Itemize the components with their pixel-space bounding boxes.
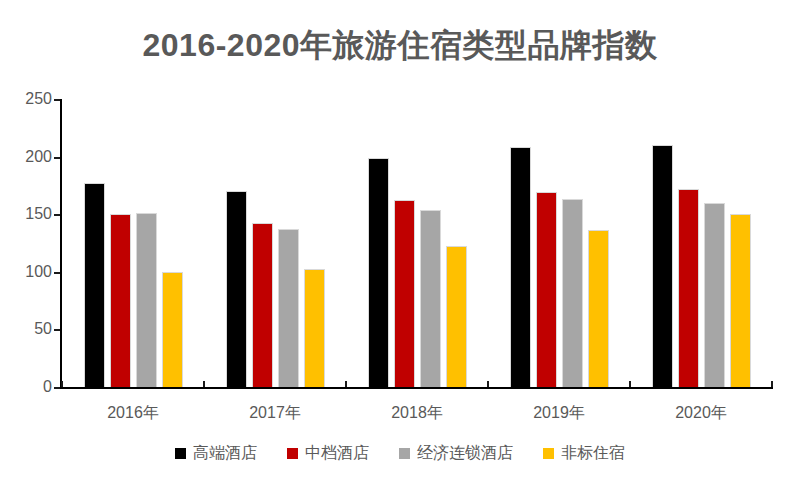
y-axis-tick-label: 100: [0, 263, 52, 281]
y-axis-tick-label: 50: [0, 320, 52, 338]
x-axis-tick: [629, 381, 631, 387]
bar-高端酒店-2016年: [84, 183, 105, 387]
chart-canvas: 2016-2020年旅游住宿类型品牌指数 高端酒店中档酒店经济连锁酒店非标住宿 …: [0, 0, 800, 483]
y-axis-line: [60, 99, 62, 389]
y-axis-tick-label: 0: [0, 378, 52, 396]
legend: 高端酒店 中档酒店 经济连锁酒店 非标住宿: [0, 443, 800, 464]
bar-高端酒店-2019年: [510, 147, 531, 387]
x-axis-tick: [487, 381, 489, 387]
legend-item: 非标住宿: [543, 443, 625, 464]
x-axis-label: 2019年: [488, 403, 630, 424]
bar-中档酒店-2017年: [252, 223, 273, 387]
y-axis-tick-label: 200: [0, 148, 52, 166]
bar-中档酒店-2018年: [394, 200, 415, 387]
bar-经济连锁酒店-2016年: [136, 213, 157, 387]
legend-label: 经济连锁酒店: [417, 443, 513, 464]
y-axis-tick: [54, 387, 60, 389]
bar-非标住宿-2020年: [730, 214, 751, 387]
bar-中档酒店-2016年: [110, 214, 131, 387]
bar-非标住宿-2018年: [446, 246, 467, 387]
bar-经济连锁酒店-2020年: [704, 203, 725, 387]
x-axis-label: 2018年: [346, 403, 488, 424]
legend-item: 经济连锁酒店: [399, 443, 513, 464]
bar-经济连锁酒店-2017年: [278, 229, 299, 387]
bar-中档酒店-2020年: [678, 189, 699, 387]
legend-swatch-icon: [287, 448, 298, 459]
x-axis-label: 2020年: [630, 403, 772, 424]
x-axis-line: [60, 387, 773, 389]
y-axis-tick-label: 250: [0, 90, 52, 108]
bar-非标住宿-2017年: [304, 269, 325, 387]
x-axis-label: 2017年: [204, 403, 346, 424]
bar-高端酒店-2020年: [652, 145, 673, 387]
legend-swatch-icon: [399, 448, 410, 459]
bar-高端酒店-2017年: [226, 191, 247, 387]
y-axis-tick: [54, 329, 60, 331]
legend-swatch-icon: [175, 448, 186, 459]
x-axis-tick: [771, 381, 773, 387]
x-axis-tick: [345, 381, 347, 387]
chart-title: 2016-2020年旅游住宿类型品牌指数: [0, 24, 800, 68]
legend-swatch-icon: [543, 448, 554, 459]
legend-item: 中档酒店: [287, 443, 369, 464]
y-axis-tick: [54, 214, 60, 216]
bar-非标住宿-2016年: [162, 272, 183, 387]
x-axis-tick: [61, 381, 63, 387]
legend-item: 高端酒店: [175, 443, 257, 464]
bar-经济连锁酒店-2019年: [562, 199, 583, 387]
legend-label: 中档酒店: [305, 443, 369, 464]
bar-高端酒店-2018年: [368, 158, 389, 387]
legend-label: 非标住宿: [561, 443, 625, 464]
y-axis-tick: [54, 272, 60, 274]
bar-非标住宿-2019年: [588, 230, 609, 387]
y-axis-tick: [54, 99, 60, 101]
y-axis-tick: [54, 157, 60, 159]
x-axis-tick: [203, 381, 205, 387]
bar-经济连锁酒店-2018年: [420, 210, 441, 387]
bar-中档酒店-2019年: [536, 192, 557, 387]
y-axis-tick-label: 150: [0, 205, 52, 223]
x-axis-label: 2016年: [62, 403, 204, 424]
legend-label: 高端酒店: [193, 443, 257, 464]
